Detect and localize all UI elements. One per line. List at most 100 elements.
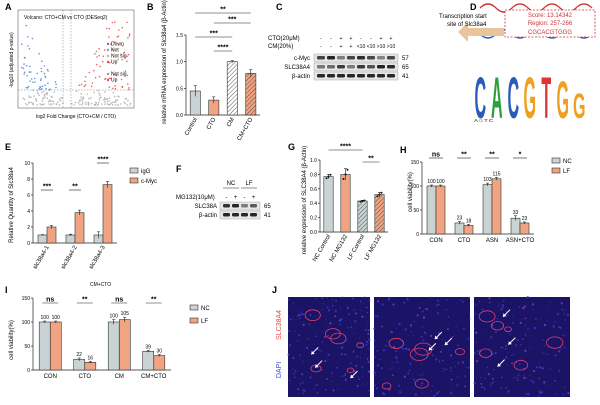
g-bar-hatch (374, 194, 385, 232)
tissue-nucleus (367, 325, 369, 327)
i-bar (142, 350, 154, 371)
tissue-nucleus (325, 319, 327, 321)
tissue-nucleus (365, 344, 368, 346)
motif-score: Score: 13.14342 (528, 13, 573, 19)
tissue-nucleus (321, 341, 324, 343)
tissue-nucleus (491, 324, 494, 327)
i-y-tick-label: 100 (22, 320, 31, 326)
blot-c-cm-sign: >10 (387, 44, 396, 50)
blot-c-row-cto: CTO(20μM) (268, 36, 300, 42)
volcano-point (48, 103, 50, 105)
tissue-nucleus (469, 318, 471, 320)
i-bar (73, 359, 85, 371)
tissue-nucleus (376, 349, 379, 352)
i-value-label: 22 (76, 352, 82, 358)
volcano-point (22, 67, 25, 69)
tissue-nucleus (506, 313, 509, 316)
tissue-nucleus (564, 309, 566, 311)
volcano-point (90, 97, 92, 99)
volcano-point (47, 82, 49, 84)
volcano-point (99, 65, 101, 68)
b-x-label: CTO (206, 117, 218, 131)
i-bar (38, 321, 51, 371)
tissue-nucleus (368, 338, 371, 341)
blot-c-band (317, 65, 325, 69)
tissue-nucleus (464, 385, 466, 388)
volcano-point (52, 100, 55, 103)
tissue-nucleus (373, 346, 376, 348)
tissue-nucleus (308, 323, 311, 325)
e-bar (46, 226, 57, 244)
volcano-point (115, 101, 117, 103)
volcano-point (120, 53, 122, 56)
tissue-nucleus (447, 316, 450, 318)
tissue-nucleus (556, 313, 559, 316)
blot-f-sign: + (234, 195, 238, 201)
tissue-nucleus (508, 333, 511, 336)
legend-dot-down (106, 42, 110, 46)
tissue-nucleus (365, 340, 369, 344)
tissue-nucleus (302, 323, 305, 326)
tissue-nucleus (481, 386, 483, 389)
tissue-nucleus (294, 370, 297, 373)
tissue-nucleus (309, 376, 312, 379)
tissue-nucleus (301, 313, 304, 316)
tissue-nucleus (383, 393, 386, 396)
volcano-point (40, 104, 43, 106)
h-bar (482, 184, 493, 235)
blot-c-cm-sign: - (330, 44, 332, 50)
volcano-point (98, 98, 101, 101)
tissue-nucleus (496, 318, 498, 320)
volcano-point (32, 102, 34, 104)
tissue-arrow-head (508, 341, 512, 345)
legend-not: Not (111, 48, 119, 54)
h-x-label: ASN+CTO (506, 238, 535, 244)
tissue-nucleus (524, 324, 526, 326)
tissue-nucleus (288, 330, 290, 332)
tissue-nucleus (492, 381, 495, 384)
volcano-point (99, 97, 101, 99)
blot-f-sign: - (244, 195, 246, 201)
legend-down: Down (111, 42, 124, 48)
volcano-point (24, 56, 26, 59)
g-data-point (359, 200, 362, 203)
volcano-point (75, 90, 78, 92)
tissue-nucleus (523, 396, 526, 398)
volcano-ylabel: -log10 (adjusted p-value) (9, 32, 15, 88)
blot-f-sign: + (252, 195, 256, 201)
tissue-nucleus (390, 331, 393, 334)
tissue-nucleus (321, 308, 323, 310)
tissue-nucleus (514, 344, 517, 347)
g-y-tick-label: 0.8 (310, 172, 317, 178)
tissue-nucleus (516, 377, 518, 379)
e-bar (102, 184, 113, 244)
legend-dot-not (106, 48, 110, 52)
tissue-stain-ring (454, 348, 465, 356)
volcano-point (97, 104, 99, 106)
volcano-point (43, 90, 45, 93)
blot-c-band (317, 56, 325, 60)
volcano-point (102, 99, 105, 101)
volcano-point (97, 102, 100, 104)
h-bar (491, 178, 502, 235)
volcano-point (46, 68, 49, 71)
legend2-up: Up (111, 78, 118, 84)
volcano-point (114, 104, 117, 106)
h-sig-label: ns (432, 152, 440, 159)
tissue-nucleus (458, 299, 460, 301)
volcano-point (39, 103, 41, 105)
tissue-nucleus (307, 372, 309, 373)
tissue-nucleus (505, 344, 508, 347)
blot-c-band (357, 56, 365, 60)
tissue-stain-ring (513, 360, 529, 371)
volcano-point (23, 63, 25, 65)
tissue-nucleus (358, 378, 361, 380)
h-legend-swatch-nc (551, 157, 561, 164)
volcano-point (55, 83, 57, 86)
i-sig-label: ns (115, 297, 123, 304)
volcano-point (25, 24, 28, 27)
tissue-nucleus (293, 373, 295, 375)
tissue-nucleus (475, 331, 478, 334)
tissue-nucleus (462, 301, 464, 303)
panel-f-letter: F (176, 164, 182, 174)
